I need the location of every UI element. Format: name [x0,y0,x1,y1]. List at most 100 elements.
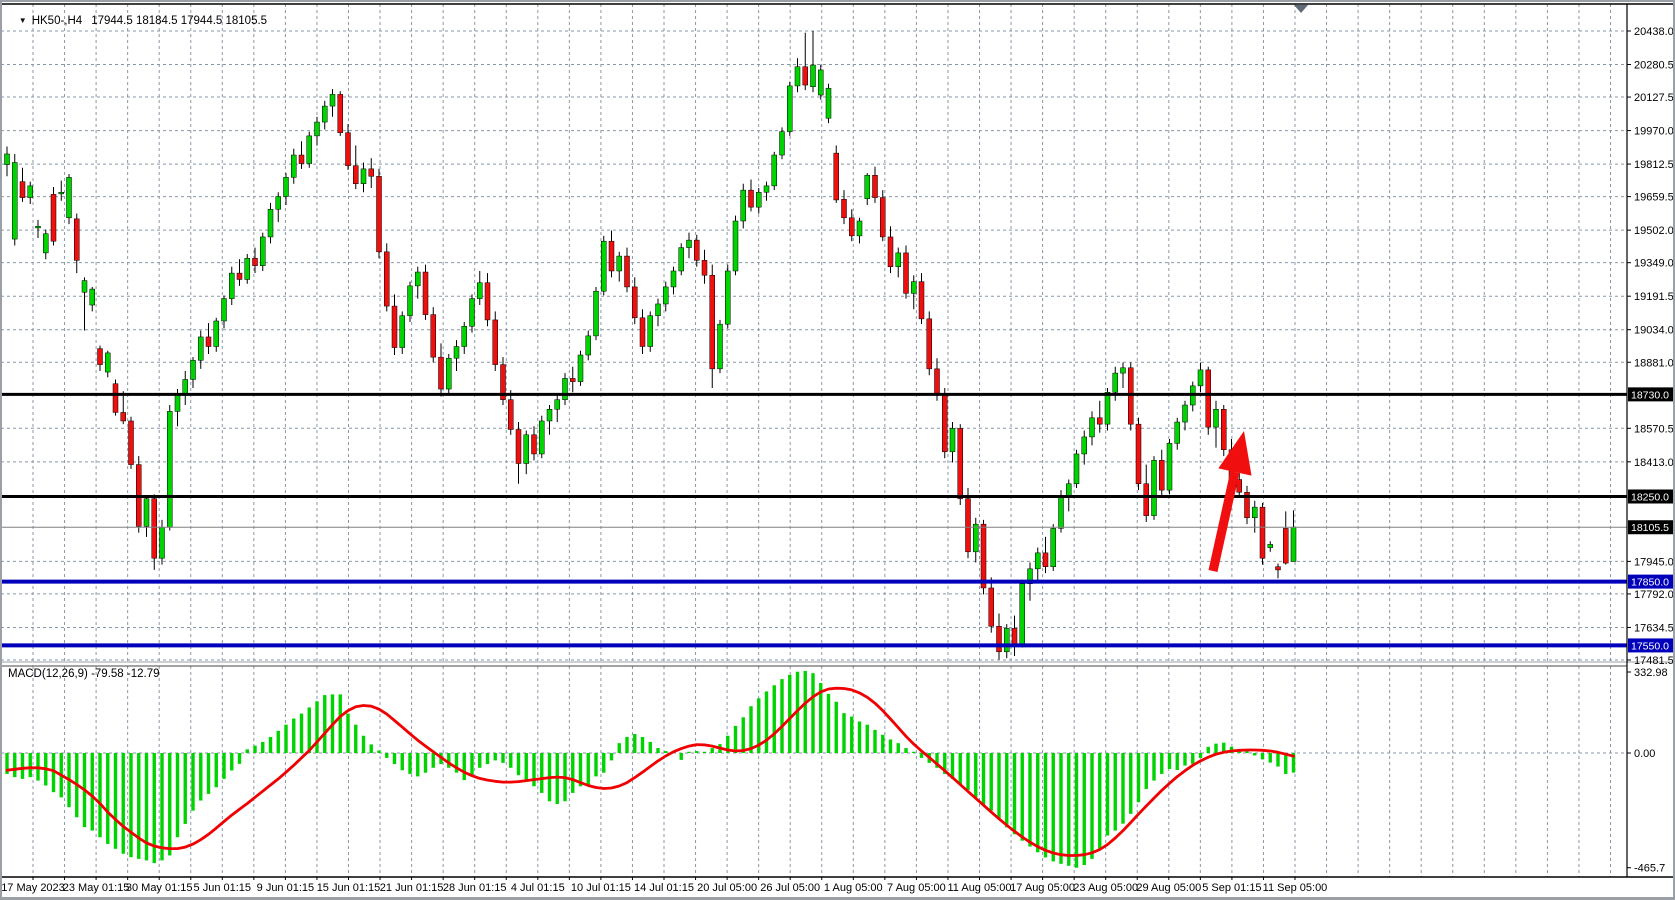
candle-body [655,303,661,316]
candle-body [384,251,390,307]
candle-body [1221,409,1227,450]
date-label: 14 Jul 01:15 [634,882,694,894]
macd-bar [1191,753,1195,764]
candle-body [244,257,250,280]
macd-bar [1113,753,1117,831]
macd-bar [958,753,962,785]
candle-body [1073,453,1080,484]
ohlc-values: 17944.5 18184.5 17944.5 18105.5 [91,15,268,27]
candle-body [926,318,932,370]
candle-body [756,192,762,208]
price-tick-label: 18881.0 [1634,357,1674,369]
candle-body [267,209,274,238]
macd-bar [609,753,614,761]
price-tick-label: 19502.0 [1634,225,1674,237]
macd-bar [168,753,172,856]
candle-body [376,176,382,253]
candle-body [415,271,421,287]
candle-body [1104,391,1111,425]
macd-bar [1183,753,1187,766]
macd-bar [1253,753,1257,756]
price-tick-label: 17792.0 [1634,589,1674,601]
candle-body [988,587,994,627]
candle-body [1019,583,1025,645]
macd-bar [230,753,234,771]
price-axis: 20438.0 20280.5 20127.5 19970.0 19812.5 19659… [1627,26,1675,667]
candle-body [89,288,95,306]
candle-body [1213,409,1219,428]
date-label: 17 May 2023 [1,882,65,894]
macd-bar [5,753,9,774]
candle-body [949,428,956,453]
candle-body [1081,436,1087,455]
macd-bar [276,730,280,753]
candle-body [1004,628,1010,653]
candle-body [903,252,909,294]
candle-body [35,226,41,229]
candle-body [353,165,359,185]
macd-bar [602,753,606,773]
candles-layer [4,31,1297,660]
candle-body [694,239,700,261]
macd-bar [354,724,358,753]
candle-body [1166,443,1173,491]
price-tick-label: 18413.0 [1634,457,1674,469]
date-label: 23 May 01:15 [63,882,130,894]
candle-body [531,434,537,455]
macd-bar [462,753,466,781]
candle-body [190,360,196,380]
macd-bar [1276,753,1280,767]
candle-body [663,286,669,305]
candle-body [205,336,212,347]
macd-bar [361,735,366,753]
candle-body [632,286,638,319]
candle-body [27,185,33,198]
macd-bar [881,734,885,753]
trend-arrow-head [1218,431,1252,476]
candle-body [12,162,18,240]
chevron-down-icon[interactable]: ▼ [18,16,27,25]
macd-bar [299,713,304,753]
price-badge-label: 18250.0 [1631,491,1669,503]
macd-bar [1260,753,1265,760]
candle-body [1050,528,1056,567]
candle-body [887,236,894,267]
candle-body [593,290,599,337]
macd-bar [617,743,621,753]
candle-body [539,420,545,455]
price-tick-label: 18570.5 [1634,423,1674,435]
macd-bar [292,718,296,753]
macd-bar [695,751,699,753]
candle-body [1236,479,1242,493]
candle-body [213,320,219,347]
candle-body [918,281,925,320]
candle-body [1097,417,1103,425]
vertical-gridlines [0,4,1611,877]
candle-body [112,383,119,413]
candle-body [639,317,646,347]
date-label: 7 Aug 05:00 [887,882,946,894]
macd-bar [664,751,668,753]
price-tick-label: 17634.5 [1634,622,1674,634]
candle-body [1011,628,1018,645]
macd-bar [1222,742,1226,753]
macd-bar [966,753,970,790]
macd-bar [857,721,862,753]
symbol-period-label: HK50-,H4 [31,15,83,27]
candle-body [562,378,568,400]
candle-body [717,323,723,370]
chart-title: ▼ HK50-,H4 17944.5 18184.5 17944.5 18105.5 [6,3,267,39]
macd-bar [1214,743,1218,753]
candle-body [1151,460,1157,516]
candle-body [880,197,886,238]
macd-bar [237,753,242,764]
date-label: 15 Jun 01:15 [317,882,381,894]
macd-bar [1198,753,1203,758]
macd-bar [392,753,397,765]
candle-body [701,260,708,276]
candle-body [895,252,901,267]
macd-bar [183,753,187,824]
candle-body [1089,417,1095,438]
macd-bar [834,701,838,753]
